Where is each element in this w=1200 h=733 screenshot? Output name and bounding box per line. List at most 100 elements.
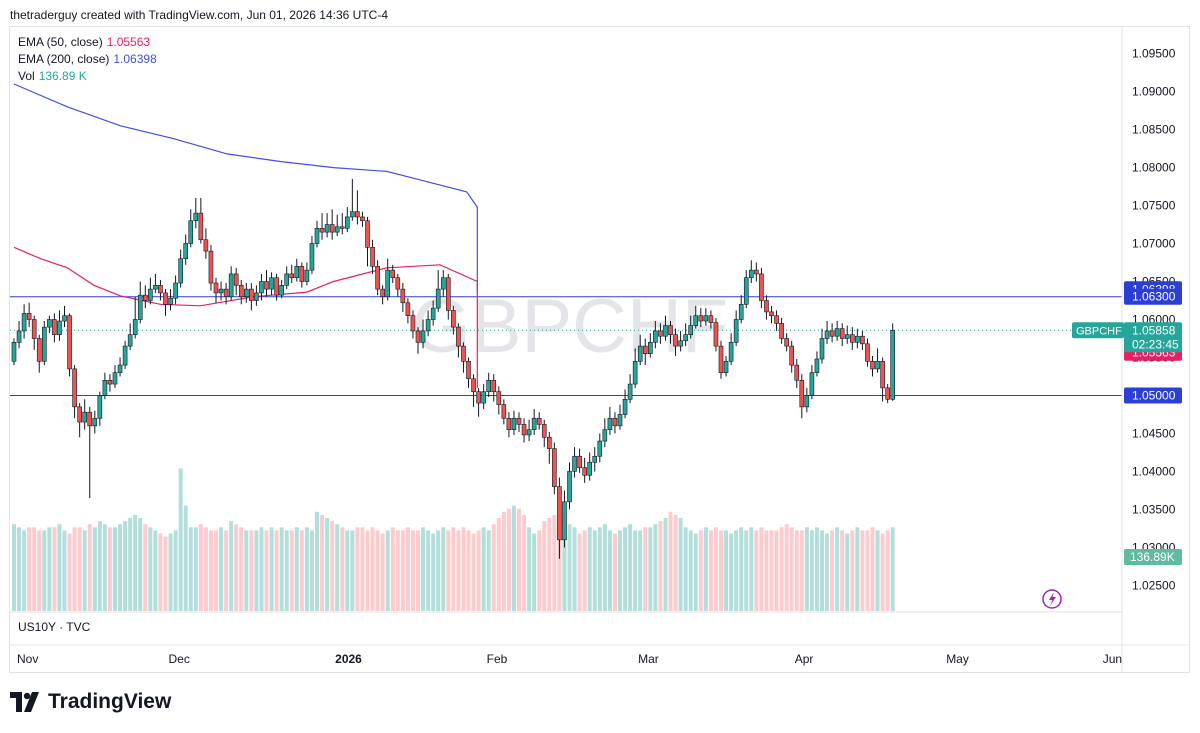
legend-vol[interactable]: Vol 136.89 K xyxy=(18,68,157,85)
horizontal-lines[interactable] xyxy=(10,296,1122,396)
candle-body xyxy=(688,325,694,335)
volume-bar xyxy=(865,530,870,611)
candle xyxy=(738,295,744,324)
ema200-label: EMA (200, close) xyxy=(18,52,110,66)
candle xyxy=(506,412,512,438)
candle xyxy=(344,207,350,233)
candle-body xyxy=(279,285,284,296)
ema50-label: EMA (50, close) xyxy=(18,35,103,49)
candle-body xyxy=(420,330,426,343)
candle xyxy=(607,406,613,435)
volume-bar xyxy=(330,521,335,611)
volume-bar xyxy=(102,524,107,611)
volume-bar xyxy=(587,527,592,611)
volume-bar xyxy=(345,530,350,611)
candle xyxy=(683,323,688,347)
volume-bar xyxy=(607,530,612,611)
tradingview-logo-icon xyxy=(10,692,39,712)
candle xyxy=(400,283,406,312)
candle xyxy=(112,365,118,388)
candle-body xyxy=(178,258,183,284)
lightning-icon[interactable] xyxy=(1042,589,1062,609)
volume-bar xyxy=(304,527,309,611)
x-tick-label: Nov xyxy=(17,652,38,666)
candle-body xyxy=(526,429,532,436)
candle-body xyxy=(562,501,567,541)
volume-bar xyxy=(845,533,850,611)
volume-bar xyxy=(279,527,284,611)
volume-bar xyxy=(400,530,405,611)
candle-body xyxy=(577,455,582,468)
candle-body xyxy=(329,224,335,233)
candle xyxy=(612,412,618,434)
candle-body xyxy=(385,269,391,298)
candle-body xyxy=(435,288,441,309)
volume-bar xyxy=(724,530,729,611)
volume-bar xyxy=(153,530,158,611)
time-axis[interactable]: Nov Dec 2026 Feb Mar Apr May Jun xyxy=(10,611,1189,666)
volume-bar xyxy=(219,527,224,611)
volume-bar xyxy=(360,527,365,611)
candle-body xyxy=(653,330,658,343)
candle xyxy=(254,285,259,306)
volume-bar xyxy=(476,530,481,611)
lower-pane-label[interactable]: US10Y · TVC xyxy=(18,620,91,634)
candle xyxy=(799,374,805,419)
volume-bar xyxy=(67,533,72,611)
volume-bar xyxy=(259,527,264,611)
ema-lines xyxy=(13,83,478,388)
volume-bar xyxy=(239,527,244,611)
legend-ema50[interactable]: EMA (50, close) 1.05563 xyxy=(18,34,157,51)
candle xyxy=(31,315,37,350)
candle xyxy=(430,300,436,326)
x-tick-label: Jun xyxy=(1103,652,1122,666)
candle xyxy=(375,260,380,296)
candle-body xyxy=(158,285,163,294)
candle xyxy=(360,211,365,227)
x-tick-label: Mar xyxy=(638,652,659,666)
candle xyxy=(67,313,72,377)
support-badge-text: 1.05000 xyxy=(1132,388,1176,402)
candle-body xyxy=(597,440,603,457)
volume-bar xyxy=(436,530,441,611)
candle-body xyxy=(132,319,138,335)
resistance-badge: 1.06300 xyxy=(1124,288,1182,305)
candle xyxy=(72,365,77,419)
volume-bar xyxy=(855,527,860,611)
candle xyxy=(476,387,481,417)
candle xyxy=(435,270,441,312)
candle-body xyxy=(82,411,87,423)
candle-body xyxy=(880,360,885,389)
volume-bar xyxy=(582,530,587,611)
candle xyxy=(819,328,825,364)
candle xyxy=(562,490,567,548)
candle-body xyxy=(516,417,522,425)
volume-bar xyxy=(203,527,208,611)
volume-bar xyxy=(633,530,638,611)
volume-bar xyxy=(410,530,415,611)
candle xyxy=(350,178,355,221)
candle xyxy=(678,330,683,352)
candle xyxy=(339,213,345,235)
volume-bar xyxy=(759,527,764,611)
candle xyxy=(632,348,638,388)
ema200-value: 1.06398 xyxy=(113,52,157,66)
tradingview-logo[interactable]: TradingView xyxy=(10,690,171,714)
candle-body xyxy=(602,429,608,442)
legend-ema200[interactable]: EMA (200, close) 1.06398 xyxy=(18,51,157,68)
candle-body xyxy=(127,334,133,347)
candle xyxy=(440,270,446,297)
volume-bar xyxy=(17,527,22,611)
candle xyxy=(395,273,401,297)
candle-body xyxy=(360,216,365,222)
volume-bar xyxy=(133,514,138,611)
candle-body xyxy=(779,322,784,339)
candle-body xyxy=(728,341,734,362)
candle-body xyxy=(587,462,593,476)
candle xyxy=(183,234,188,265)
candle-body xyxy=(612,417,618,427)
volume-bar xyxy=(471,533,476,611)
volume-bar xyxy=(638,530,643,611)
volume-bars xyxy=(12,468,895,611)
